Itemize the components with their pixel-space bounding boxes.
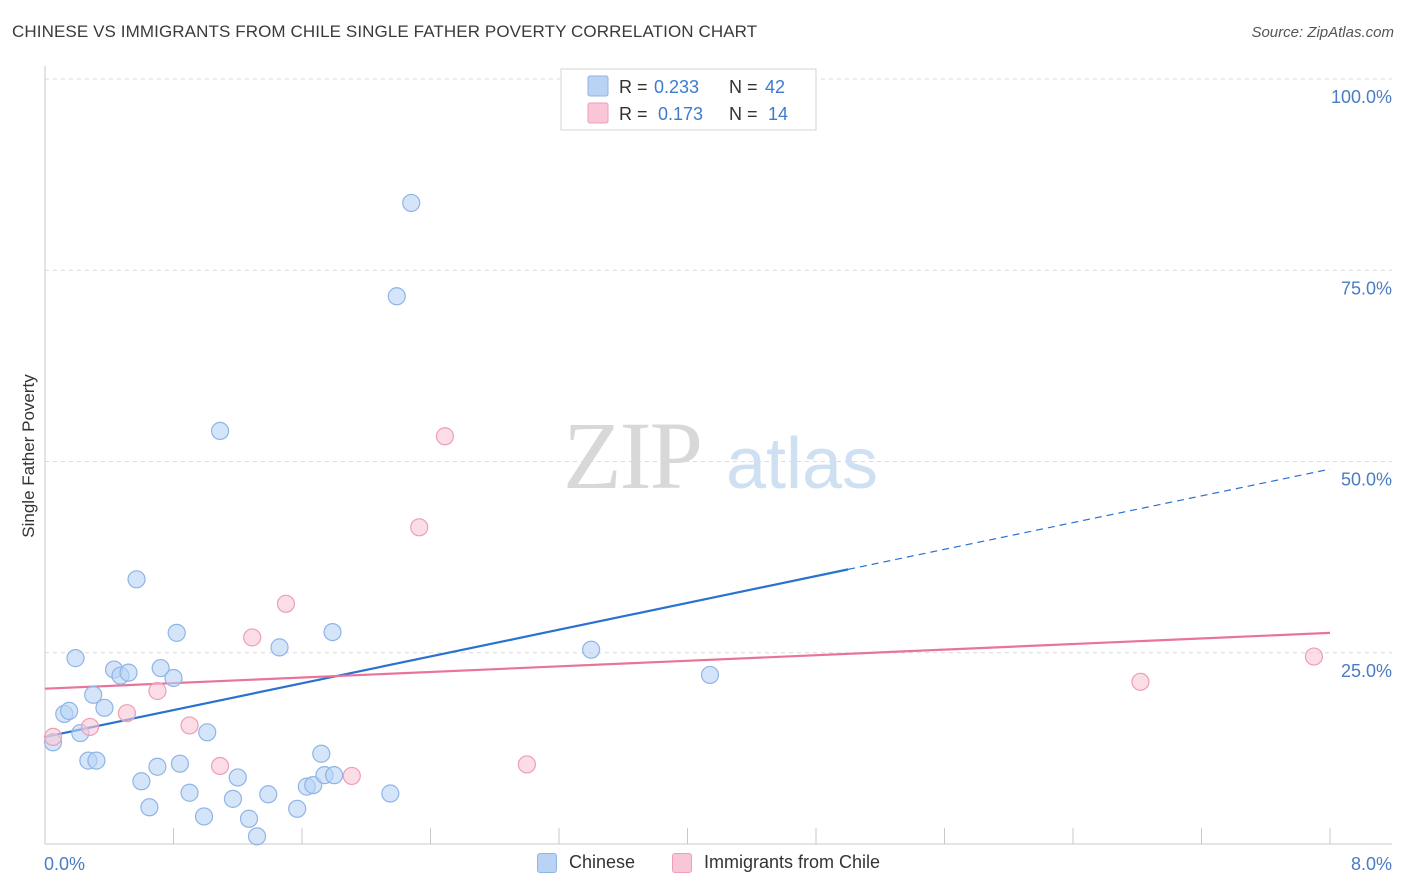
data-point-chinese [402, 193, 421, 213]
data-point-chinese [180, 783, 199, 802]
data-point-chinese [210, 421, 230, 440]
data-point-chinese [194, 807, 214, 826]
legend-n-value: 14 [768, 104, 788, 124]
bottom-legend-label: Immigrants from Chile [704, 852, 881, 872]
data-point-chinese [148, 757, 167, 776]
data-point-chinese [270, 638, 289, 657]
data-point-chinese [59, 701, 79, 720]
trend-line-chinese-extrapolated [848, 468, 1331, 570]
data-point-chinese [323, 622, 342, 642]
data-point-chinese [247, 827, 267, 846]
legend-swatch-chile [672, 852, 692, 873]
watermark: ZIP atlas [563, 402, 878, 509]
data-point-chinese [66, 649, 85, 668]
data-point-chile [80, 717, 100, 737]
data-point-chinese [198, 723, 217, 742]
trend-line-chile [44, 631, 1331, 690]
data-point-chinese [325, 766, 344, 785]
legend-swatch-chinese [587, 75, 609, 97]
data-point-chile [276, 594, 296, 613]
data-point-chinese [312, 744, 331, 763]
data-point-chile [117, 704, 137, 723]
data-point-chile [1131, 672, 1150, 691]
data-point-chinese [132, 772, 151, 791]
legend-n-label: N = [729, 77, 758, 97]
data-point-chinese [259, 785, 278, 804]
data-point-chinese [167, 623, 186, 642]
data-point-chile [410, 518, 429, 537]
bottom-legend: Chinese Immigrants from Chile [0, 852, 1406, 878]
data-point-chile [148, 681, 167, 701]
legend-n-value: 42 [765, 77, 785, 97]
y-tick-label: 75.0% [1341, 278, 1392, 298]
legend-box: R = 0.233 N = 42 R = 0.173 N = 14 [560, 68, 817, 131]
x-tick-label: 8.0% [1351, 854, 1392, 874]
data-point-chile [342, 766, 361, 786]
data-point-chile [517, 755, 536, 774]
data-point-chinese [87, 751, 106, 770]
data-point-chinese [164, 668, 183, 688]
data-point-chinese [140, 798, 159, 817]
points-layer [43, 193, 1324, 846]
data-point-chinese [151, 658, 170, 678]
data-point-chile [1304, 647, 1324, 666]
data-point-chinese [223, 789, 243, 808]
data-point-chinese [127, 570, 146, 589]
y-tick-label: 100.0% [1331, 87, 1392, 107]
data-point-chinese [119, 663, 138, 682]
watermark-zip: ZIP [563, 402, 701, 509]
data-point-chinese [95, 698, 114, 717]
data-point-chinese [84, 685, 103, 704]
data-point-chinese [700, 665, 720, 685]
legend-r-value: 0.173 [658, 104, 703, 124]
y-tick-label: 25.0% [1341, 661, 1392, 681]
bottom-legend-item-chinese: Chinese [537, 852, 635, 873]
x-tick-label: 0.0% [44, 854, 85, 874]
bottom-legend-item-chile: Immigrants from Chile [672, 852, 880, 873]
y-tick-label: 50.0% [1341, 470, 1392, 490]
legend-swatch-chinese [537, 852, 557, 873]
data-point-chile [435, 427, 455, 446]
data-point-chile [43, 727, 63, 747]
data-point-chile [180, 716, 199, 735]
data-point-chinese [239, 809, 259, 828]
data-point-chile [243, 628, 262, 647]
legend-r-value: 0.233 [654, 77, 699, 97]
bottom-legend-label: Chinese [569, 852, 636, 872]
legend-r-label: R = [619, 77, 648, 97]
data-point-chile [210, 756, 230, 776]
source-label: Source: ZipAtlas.com [1251, 24, 1394, 41]
grid-layer [45, 78, 1392, 654]
trend-line-chinese [44, 568, 849, 738]
legend-n-label: N = [729, 104, 758, 124]
legend-r-label: R = [619, 104, 648, 124]
watermark-atlas: atlas [726, 424, 878, 504]
data-point-chinese [228, 768, 247, 787]
chart-title: CHINESE VS IMMIGRANTS FROM CHILE SINGLE … [12, 22, 758, 41]
data-point-chinese [288, 799, 307, 818]
axis-layer: 25.0% 50.0% 75.0% 100.0% 0.0% 8.0% [44, 66, 1392, 874]
legend-swatch-chile [587, 102, 609, 124]
y-axis-label: Single Father Poverty [19, 374, 38, 538]
data-point-chinese [381, 784, 400, 803]
data-point-chinese [170, 754, 190, 773]
data-point-chinese [582, 640, 601, 659]
data-point-chinese [387, 287, 406, 306]
trend-layer [44, 468, 1331, 738]
